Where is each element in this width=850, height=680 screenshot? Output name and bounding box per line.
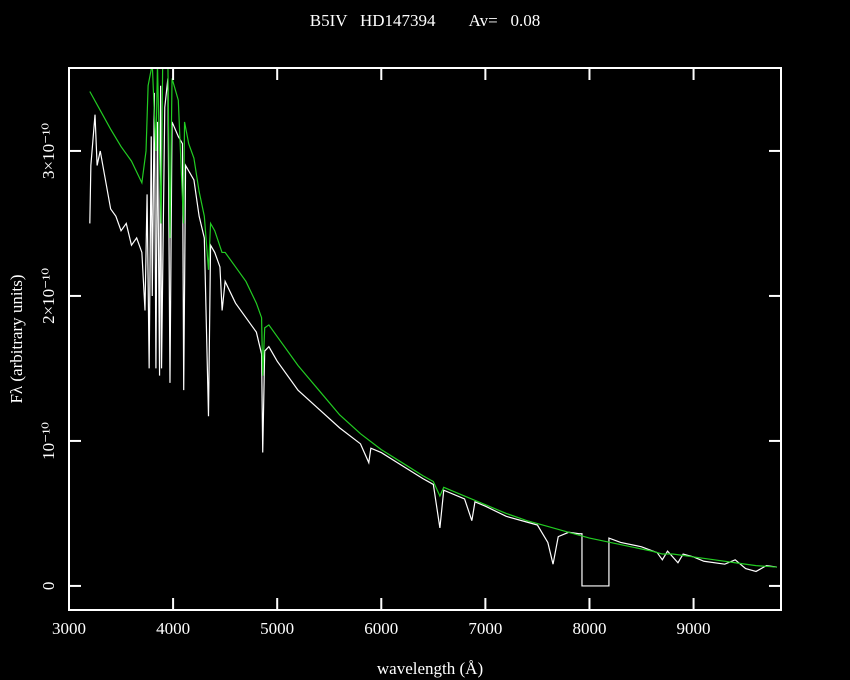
spectrum-line — [89, 68, 777, 568]
y-tick-label: 0 — [39, 582, 58, 591]
y-axis-label: Fλ (arbitrary units) — [7, 274, 26, 403]
x-tick-label: 3000 — [52, 619, 86, 638]
x-tick-label: 5000 — [260, 619, 294, 638]
y-tick-label: 3×10⁻¹⁰ — [39, 123, 58, 179]
x-axis-label: wavelength (Å) — [377, 659, 483, 678]
spectrum-line — [89, 78, 777, 587]
y-tick-label: 2×10⁻¹⁰ — [39, 268, 58, 324]
plot-frame — [68, 67, 782, 611]
y-tick-label: 10⁻¹⁰ — [39, 422, 58, 460]
chart-title: B5IV HD147394 Av= 0.08 — [310, 11, 540, 30]
x-tick-label: 8000 — [572, 619, 606, 638]
x-tick-label: 7000 — [468, 619, 502, 638]
x-tick-label: 4000 — [156, 619, 190, 638]
x-tick-label: 9000 — [677, 619, 711, 638]
plot-area — [89, 68, 777, 587]
x-tick-label: 6000 — [364, 619, 398, 638]
